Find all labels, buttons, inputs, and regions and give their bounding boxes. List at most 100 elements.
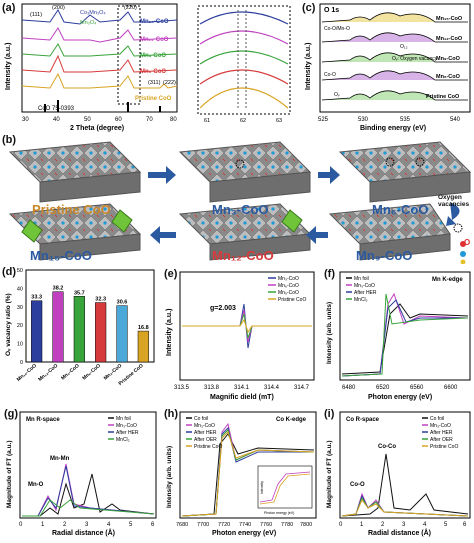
i-ann-coco: Co-Co [378, 444, 396, 450]
bar [137, 330, 149, 363]
peak-200: (200) [52, 5, 65, 11]
h-legend-2: After HER [194, 430, 217, 436]
structure-pristine [8, 141, 142, 203]
structure-mn15 [8, 203, 142, 261]
zoom-tick-63: 63 [276, 118, 282, 124]
c-legend-mn12: Mn₁₂-CoO [436, 36, 463, 42]
i-tick-5: 5 [444, 522, 448, 528]
ann-mn3o4: Mn₃O₄ [80, 20, 97, 26]
bar-category-label: Mn₉-CoO [60, 363, 81, 382]
i-legend-3: After OER [430, 437, 453, 443]
panel-a: (a) (111) (200) (220) (311) (222) Co₃Mn₃… [0, 0, 190, 132]
g-legend-1: Mn₃-CoO [116, 423, 137, 429]
label-mn6: Mn₆-CoO [372, 202, 429, 217]
g-ann-mnmn: Mn-Mn [50, 456, 70, 462]
bar [31, 300, 43, 363]
bar-value-label: 32.3 [95, 297, 106, 303]
a-tick-30: 30 [22, 117, 29, 123]
panel-e: (e) g=2.003 Mn₃-CoO Mn₆-CoO Mn₉-CoO Pris… [160, 264, 320, 404]
c-legend-mn6: Mn₆-CoO [436, 74, 461, 80]
bar [73, 296, 85, 363]
d-ytick: 30 [17, 305, 23, 311]
g-xlabel: Radial distance (Å) [52, 528, 115, 537]
legend-mn12: Mn₁₂-CoO [140, 37, 169, 43]
label-mn12: Mn₁₂-CoO [212, 248, 274, 263]
xrd-plot: (111) (200) (220) (311) (222) Co₃Mn₃O₄ M… [5, 3, 178, 132]
g-legend-3: MnCl₂ [116, 437, 130, 443]
panel-h: (h) Co K-edge Co foil Mn₃-CoO After HER … [160, 404, 320, 538]
g-tick-4: 4 [107, 522, 111, 528]
mn-rspace-plot: Mn R-space Mn-Mn Mn-O Mn foil Mn₃-CoO Af… [6, 411, 157, 537]
d-ytick: 0 [20, 360, 23, 366]
c-tick-535: 535 [400, 117, 411, 123]
i-tick-1: 1 [360, 522, 364, 528]
bar-value-label: 35.7 [74, 290, 85, 296]
g-tick-6: 6 [151, 522, 155, 528]
vacancy-legend-icon [453, 223, 463, 233]
h-legend-3: After OER [194, 437, 217, 443]
h-tick-1: 7700 [197, 522, 209, 528]
vacancy-bar-chart: Oᵥ vacancy ratio (%) 0102030405033.3Mn₁₅… [5, 268, 155, 387]
arrows [148, 166, 460, 244]
bar-value-label: 30.6 [117, 300, 128, 306]
peak-111: (111) [30, 12, 42, 18]
e-tick-3: 314.1 [234, 385, 250, 391]
f-legend-1: Mn₃-CoO [354, 283, 375, 289]
i-tick-0: 0 [339, 522, 343, 528]
bar-category-label: Mn₃-CoO [103, 363, 124, 382]
h-tick-2: 7720 [218, 522, 230, 528]
g-legend-0: Mn foil [116, 416, 131, 422]
h-tick-6: 7800 [300, 522, 312, 528]
c-ann-ov2: Oᵥ [334, 92, 340, 98]
bar-value-label: 16.8 [138, 325, 149, 331]
legend-o-label: O [464, 238, 471, 247]
f-tick-1: 6520 [376, 385, 390, 391]
h-legend-4: Pristine CoO [194, 444, 222, 450]
d-ytick: 40 [17, 286, 23, 292]
f-tick-3: 6600 [444, 385, 458, 391]
g-tick-3: 3 [85, 522, 89, 528]
peak-222: (222) [163, 80, 176, 86]
i-title: Co R-space [346, 417, 380, 423]
panel-label-h: (h) [164, 408, 179, 420]
xps-spectra [321, 12, 468, 101]
h-legend-0: Co foil [194, 416, 208, 422]
panel-label-e: (e) [164, 268, 178, 280]
i-legend-1: Mn₃-CoO [430, 423, 451, 429]
panel-f: (f) Mn K-edge Mn foil Mn₃-CoO After HER … [320, 264, 474, 404]
h-tick-3: 7740 [239, 522, 251, 528]
e-tick-4: 314.4 [264, 385, 280, 391]
f-title: Mn K-edge [432, 277, 463, 283]
structure-mn3 [178, 141, 312, 203]
zoom-tick-62: 62 [240, 118, 246, 124]
label-pristine: Pristine CoO [32, 202, 111, 217]
g-tick-1: 1 [41, 522, 45, 528]
h-title: Co K-edge [276, 417, 307, 423]
c-ylabel: Intensity (a.u.) [305, 43, 312, 90]
legend-pristine: Pristine CoO [135, 96, 172, 102]
f-tick-2: 6560 [410, 385, 424, 391]
a-tick-70: 70 [146, 117, 153, 123]
h-xlabel: Photon energy (eV) [212, 530, 276, 537]
structure-mn12 [178, 203, 312, 261]
a-ylabel: Intensity (a.u.) [5, 43, 12, 90]
h-legend-1: Mn₃-CoO [194, 423, 215, 429]
g-title: Mn R-space [26, 417, 60, 423]
e-ylabel: Intensity (a.u.) [166, 309, 173, 356]
ann-co3mn3o4: Co₃Mn₃O₄ [80, 10, 106, 16]
label-mn3: Mn₃-CoO [212, 202, 269, 217]
legend-mn-dot [460, 259, 466, 264]
legend-mn15: Mn₁₅-CoO [140, 19, 169, 25]
legend-mn9: Mn₉-CoO [140, 53, 166, 59]
a-tick-40: 40 [53, 117, 60, 123]
bar [116, 305, 128, 363]
c-legend-mn15: Mn₁₅-CoO [436, 16, 463, 22]
label-mn15: Mn₁₅-CoO [30, 248, 92, 263]
legend-vacancy-label: Oxygen vacancies [438, 194, 470, 208]
panel-b: (b) [0, 132, 474, 264]
panel-label-c: (c) [302, 2, 316, 14]
e-xlabel: Magnific dield (mT) [210, 394, 274, 401]
structure-diagram [8, 141, 472, 264]
a-xlabel: 2 Theta (degree) [70, 125, 124, 132]
bar [95, 302, 107, 363]
